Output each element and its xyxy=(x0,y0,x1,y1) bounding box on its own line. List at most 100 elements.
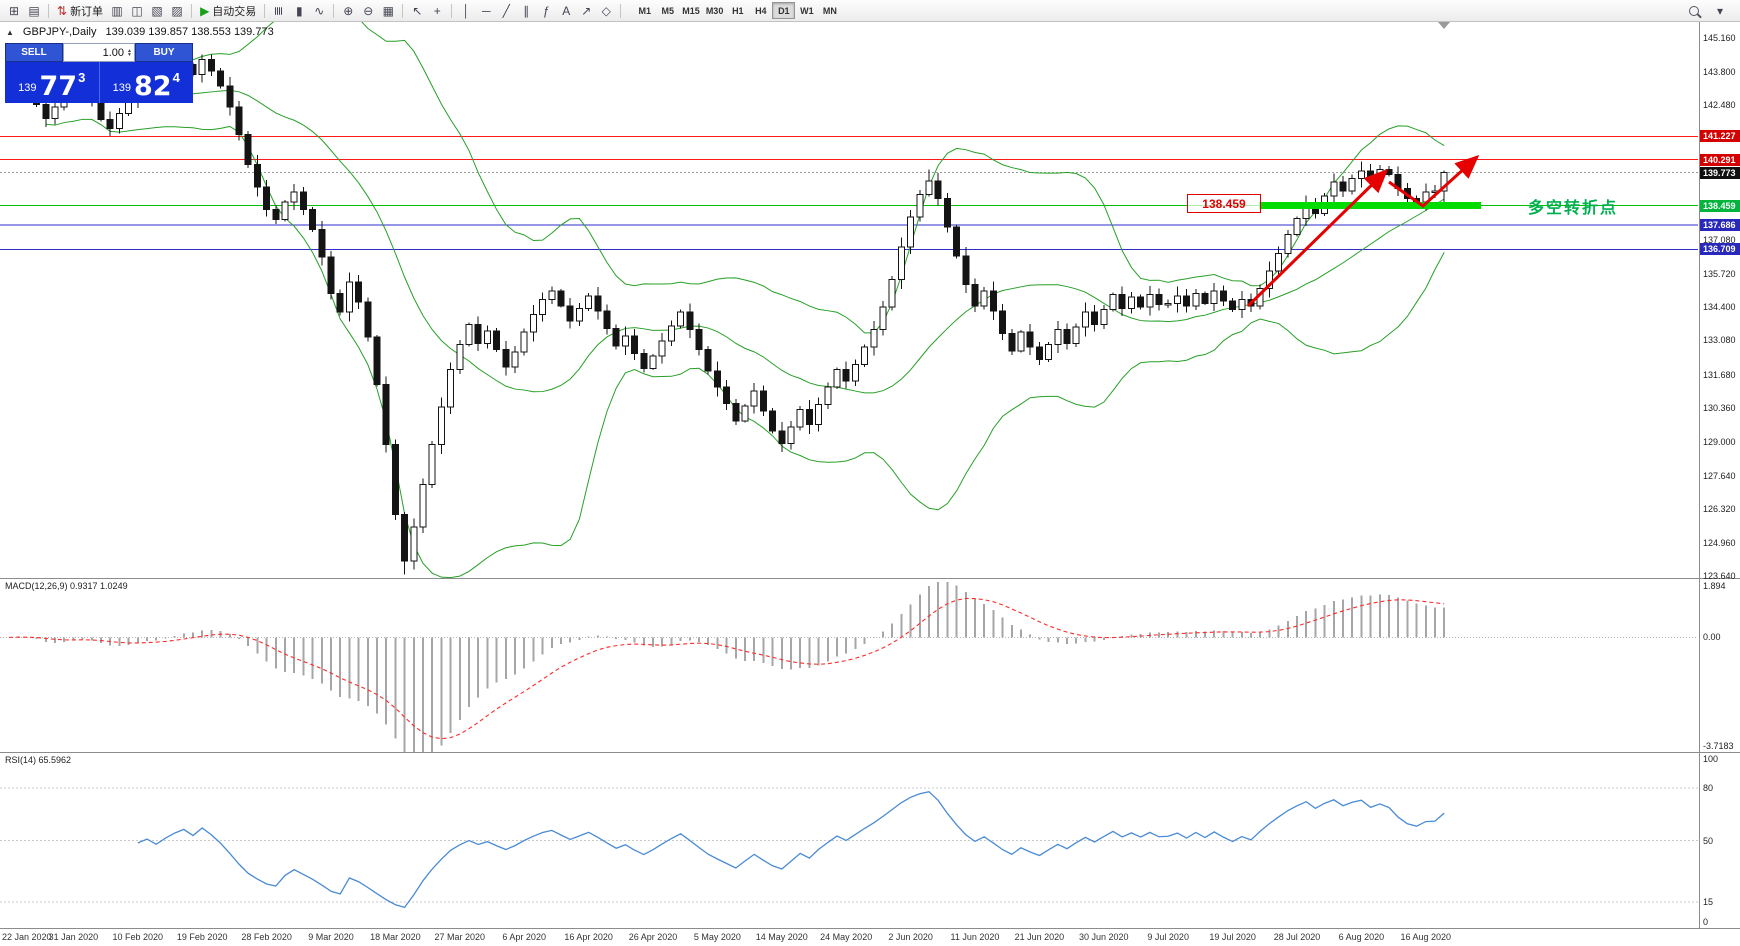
timeframe-button-D1[interactable]: D1 xyxy=(772,2,796,19)
rsi-scale-label: 100 xyxy=(1703,754,1719,764)
autotrading-button[interactable]: ▶ 自动交易 xyxy=(196,2,260,20)
date-label: 6 Aug 2020 xyxy=(1338,932,1385,942)
new-order-button: ⇅ xyxy=(57,3,68,18)
timeframe-button-M30[interactable]: M30 xyxy=(703,2,727,19)
date-label: 19 Feb 2020 xyxy=(176,932,228,942)
macd-chart xyxy=(0,581,1698,752)
macd-scale-label: 0.00 xyxy=(1703,632,1721,643)
timeframe-button-MN[interactable]: MN xyxy=(818,2,841,19)
navigator-icon[interactable]: ▧ xyxy=(147,2,167,20)
data-window-icon[interactable]: ◫ xyxy=(127,2,147,20)
arrow-tool-icon[interactable]: ↗ xyxy=(576,2,596,20)
trend-arrow xyxy=(1246,168,1389,308)
buy-price[interactable]: 139 82 4 xyxy=(100,62,194,103)
macd-label: MACD(12,26,9) 0.9317 1.0249 xyxy=(5,581,128,591)
terminal-icon[interactable]: ▨ xyxy=(167,2,187,20)
price-scale-label: 133.080 xyxy=(1703,335,1736,345)
turning-point-label[interactable]: 多空转折点 xyxy=(1528,200,1619,217)
price-tag: 141.227 xyxy=(1700,130,1740,143)
macd-histogram xyxy=(17,581,1446,752)
timeframe-button-M15[interactable]: M15 xyxy=(679,2,703,19)
price-scale-label: 126.320 xyxy=(1703,504,1736,514)
trendline-icon: ╱ xyxy=(502,3,510,18)
rsi-scale-label: 50 xyxy=(1703,835,1714,846)
new-chart-icon[interactable]: ⊞ xyxy=(4,2,24,20)
toolbar-right-group: ▾ xyxy=(1684,2,1736,20)
date-label: 16 Apr 2020 xyxy=(564,932,613,942)
volume-spinner[interactable]: ▲ ▼ xyxy=(127,47,132,58)
date-label: 11 Jun 2020 xyxy=(950,932,1000,942)
profiles-icon[interactable]: ▤ xyxy=(24,2,44,20)
date-label: 22 Jan 2020 xyxy=(2,932,52,942)
dropdown-icon[interactable]: ▾ xyxy=(1710,2,1730,20)
candlestick-icon[interactable]: ▮ xyxy=(289,2,309,20)
macd-panel[interactable]: MACD(12,26,9) 0.9317 1.0249 1.894 0.00 -3.… xyxy=(0,578,1740,752)
time-axis[interactable]: 22 Jan 2020 31 Jan 2020 10 Feb 2020 19 Feb … xyxy=(0,928,1740,946)
new-order-button-label: 新订单 xyxy=(70,5,104,18)
buy-price-prefix: 139 xyxy=(112,82,132,94)
spin-down-icon[interactable]: ▼ xyxy=(127,51,132,58)
date-label: 28 Feb 2020 xyxy=(241,932,292,942)
sell-price-prefix: 139 xyxy=(18,82,37,94)
tile-windows-icon[interactable]: ▦ xyxy=(378,2,398,20)
volume-input[interactable]: 1.00 ▲ ▼ xyxy=(63,43,135,62)
rsi-scale-label: 15 xyxy=(1703,896,1714,907)
date-label: 2 Jun 2020 xyxy=(888,932,933,942)
date-label: 14 May 2020 xyxy=(755,932,808,942)
vertical-line-icon[interactable]: │ xyxy=(456,2,476,20)
timeframe-button-H1[interactable]: H1 xyxy=(726,2,749,19)
price-annotation-box[interactable]: 138.459 xyxy=(1187,194,1261,213)
cursor-icon[interactable]: ↖ xyxy=(407,2,427,20)
timeframe-button-W1[interactable]: W1 xyxy=(795,2,818,19)
line-chart-icon[interactable]: ∿ xyxy=(309,2,329,20)
price-scale-label: 134.400 xyxy=(1703,302,1736,312)
macd-scale-label: -3.7183 xyxy=(1703,741,1734,751)
macd-signal-line xyxy=(8,597,1445,740)
toolbar-separator xyxy=(620,3,622,18)
horizontal-line-icon: ─ xyxy=(482,3,491,18)
date-label: 27 Mar 2020 xyxy=(434,932,486,942)
date-label: 6 Apr 2020 xyxy=(502,932,546,942)
trendline-icon[interactable]: ╱ xyxy=(496,2,516,20)
zoom-out-icon[interactable]: ⊖ xyxy=(358,2,378,20)
timeframe-button-M5[interactable]: M5 xyxy=(656,2,679,19)
terminal-icon: ▨ xyxy=(171,3,183,18)
price-scale-label: 145.160 xyxy=(1703,33,1736,43)
data-window-icon: ◫ xyxy=(131,3,143,18)
bar-chart-icon[interactable]: ≣ xyxy=(269,2,289,20)
sell-price[interactable]: 139 77 3 xyxy=(5,62,99,103)
timeframe-button-H4[interactable]: H4 xyxy=(749,2,772,19)
crosshair-icon[interactable]: + xyxy=(427,2,447,20)
toolbar: ⊞ ▤ ⇅ 新订单 ▥ ◫ ▧ ▨ ▶ 自动交易 ≣ ▮ ∿ ⊕ ⊖ ▦ ↖ + │ ─ ╱ ∥ ƒ A ↗ ◇ M1 M5 M15 M… xyxy=(0,0,1740,22)
date-label: 21 Jun 2020 xyxy=(1014,932,1065,942)
ohlc-values: 139.039 139.857 138.553 139.773 xyxy=(105,26,274,38)
price-scale-label: 123.640 xyxy=(1703,571,1736,581)
rsi-panel[interactable]: RSI(14) 65.5962 100 80 50 15 0 xyxy=(0,752,1740,928)
buy-price-sup: 4 xyxy=(172,70,180,85)
price-chart-panel[interactable]: ▲ GBPJPY-,Daily 139.039 139.857 138.553 … xyxy=(0,22,1740,581)
navigator-icon: ▧ xyxy=(151,3,163,18)
channel-icon[interactable]: ∥ xyxy=(516,2,536,20)
autotrading-button: ▶ xyxy=(200,3,210,18)
horizontal-line-icon[interactable]: ─ xyxy=(476,2,496,20)
rsi-line xyxy=(137,791,1445,909)
candlestick-chart[interactable] xyxy=(0,22,1740,578)
price-scale-label: 135.720 xyxy=(1703,269,1736,279)
spin-up-icon[interactable]: ▲ xyxy=(127,47,132,54)
one-click-collapse-icon[interactable]: ▲ xyxy=(6,27,14,37)
search-icon[interactable] xyxy=(1684,2,1704,20)
bar-chart-icon: ≣ xyxy=(272,5,287,16)
zoom-in-icon[interactable]: ⊕ xyxy=(338,2,358,20)
timeframe-button-M1[interactable]: M1 xyxy=(633,2,656,19)
tile-windows-icon: ▦ xyxy=(382,3,394,18)
fibonacci-icon[interactable]: ƒ xyxy=(536,2,556,20)
chart-title: ▲ GBPJPY-,Daily 139.039 139.857 138.553 … xyxy=(6,26,274,38)
price-scale[interactable]: 145.160 143.800 142.480 137.080 135.720 134.4… xyxy=(1699,22,1740,581)
shapes-icon[interactable]: ◇ xyxy=(596,2,616,20)
sell-button[interactable]: SELL xyxy=(5,43,63,62)
new-order-button[interactable]: ⇅ 新订单 xyxy=(53,2,107,20)
buy-button[interactable]: BUY xyxy=(135,43,193,62)
text-tool-icon[interactable]: A xyxy=(556,2,576,20)
arrow-tool-icon: ↗ xyxy=(581,3,592,18)
market-watch-icon[interactable]: ▥ xyxy=(107,2,127,20)
